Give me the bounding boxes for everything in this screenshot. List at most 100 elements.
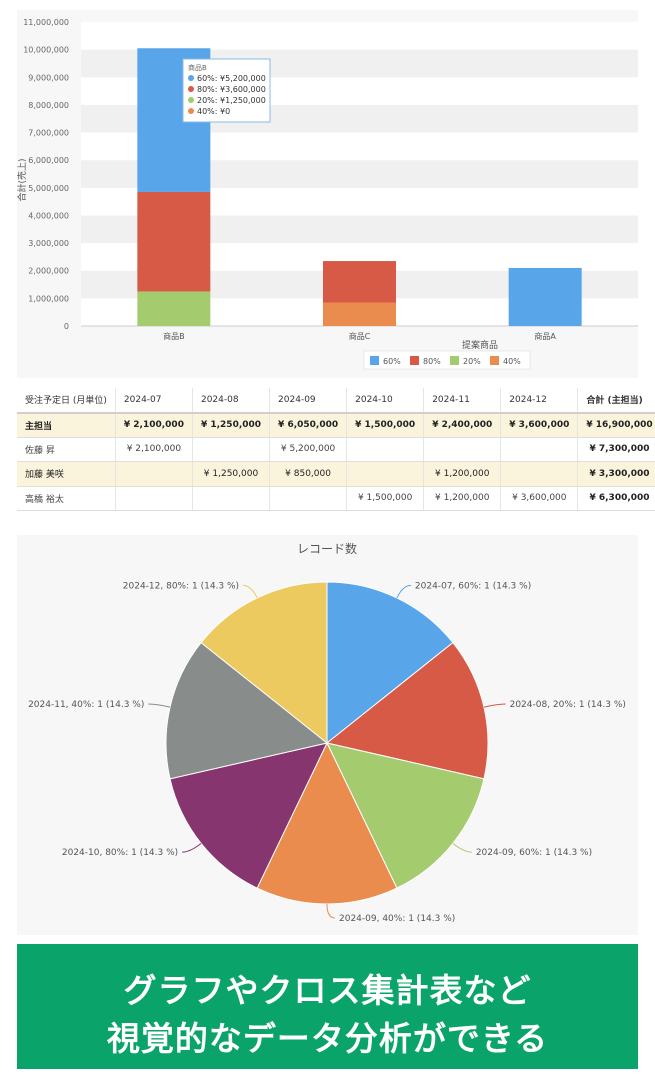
promo-banner: グラフやクロス集計表など 視覚的なデータ分析ができる xyxy=(17,944,638,1069)
table-cell xyxy=(115,461,193,487)
pie-label-connector xyxy=(326,903,336,919)
y-tick-label: 4,000,000 xyxy=(28,211,69,220)
grid-band xyxy=(81,22,638,50)
tooltip-dot xyxy=(188,97,194,103)
bar-segment[interactable] xyxy=(323,302,396,326)
table-cell: ¥ 6,050,000 xyxy=(269,412,348,438)
column-header[interactable]: 2024-08 xyxy=(192,388,271,414)
pie-slice[interactable] xyxy=(169,742,328,889)
column-header-total[interactable]: 合計 (主担当) xyxy=(577,388,655,414)
table-row: 主担当 ¥ 2,100,000 ¥ 1,250,000 ¥ 6,050,000 ¥ 1,… xyxy=(17,412,655,438)
pie-label-connector xyxy=(483,703,506,708)
x-tick-label: 商品B xyxy=(163,331,185,341)
row-total-cell: ¥ 6,300,000 xyxy=(577,486,655,511)
table-cell: ¥ 2,100,000 xyxy=(115,412,193,438)
table-cell: ¥ 1,250,000 xyxy=(192,412,271,438)
table-cell: ¥ 1,500,000 xyxy=(346,486,425,511)
tooltip-row: 20%: ¥1,250,000 xyxy=(197,96,266,105)
pie-slice[interactable] xyxy=(326,742,485,889)
legend-label[interactable]: 80% xyxy=(423,357,441,366)
pie-label-connector xyxy=(452,842,472,853)
y-tick-label: 11,000,000 xyxy=(23,18,69,27)
table-cell xyxy=(115,486,193,511)
y-tick-label: 3,000,000 xyxy=(28,239,69,248)
y-axis-label: 合計(売上) xyxy=(17,158,28,201)
legend-label[interactable]: 20% xyxy=(463,357,481,366)
legend-label[interactable]: 60% xyxy=(383,357,401,366)
pie-chart-title: レコード数 xyxy=(297,541,357,556)
table-row: 高橋 裕太 ¥ 1,500,000 ¥ 1,200,000 ¥ 3,600,000 ¥ … xyxy=(17,486,655,511)
table-cell xyxy=(192,486,271,511)
row-total-cell: ¥ 7,300,000 xyxy=(577,437,655,462)
y-tick-label: 6,000,000 xyxy=(28,156,69,165)
tooltip-row: 60%: ¥5,200,000 xyxy=(197,74,266,83)
table-header-row: 受注予定日 (月単位) 2024-07 2024-08 2024-09 2024-10 2… xyxy=(17,388,655,414)
bar-segment[interactable] xyxy=(323,261,396,303)
column-header[interactable]: 2024-07 xyxy=(115,388,193,414)
table-cell: ¥ 3,600,000 xyxy=(500,486,579,511)
pie-label-connector xyxy=(182,842,202,853)
pie-slice[interactable] xyxy=(256,741,398,905)
y-tick-label: 7,000,000 xyxy=(28,129,69,138)
y-tick-label: 10,000,000 xyxy=(23,46,69,55)
chart-tooltip: 商品B 60%: ¥5,200,000 80%: ¥3,600,000 20%: ¥1… xyxy=(182,58,271,123)
legend-box xyxy=(363,350,531,370)
banner-line-2: 視覚的なデータ分析ができる xyxy=(106,1019,549,1058)
y-tick-label: 2,000,000 xyxy=(28,267,69,276)
row-header: 加藤 美咲 xyxy=(17,461,116,487)
cross-table: 受注予定日 (月単位) 2024-07 2024-08 2024-09 2024-10 2… xyxy=(17,388,655,511)
x-axis-label: 提案商品 xyxy=(462,339,498,351)
table-cell: ¥ 1,200,000 xyxy=(423,461,502,487)
row-header: 主担当 xyxy=(17,412,116,438)
column-header[interactable]: 2024-12 xyxy=(500,388,579,414)
banner-line-1: グラフやクロス集計表など xyxy=(123,971,532,1010)
bar-segment[interactable] xyxy=(137,291,211,326)
chart-legend: 60% 80% 20% 40% xyxy=(363,350,531,370)
table-cell: ¥ 2,100,000 xyxy=(115,437,193,462)
pie-slice-label: 2024-08, 20%: 1 (14.3 %) xyxy=(510,700,626,710)
column-header[interactable]: 2024-10 xyxy=(346,388,425,414)
y-tick-label: 1,000,000 xyxy=(28,294,69,303)
pie-chart-panel: レコード数 2024-07, 60%: 1 (14.3 %) 2024-08, 2… xyxy=(17,535,638,935)
column-header[interactable]: 受注予定日 (月単位) xyxy=(17,388,116,414)
table-cell: ¥ 1,500,000 xyxy=(346,412,425,438)
pie-label-connector xyxy=(396,584,411,599)
table-cell xyxy=(423,437,502,462)
bar-segment[interactable] xyxy=(508,267,582,326)
pie-slice-label: 2024-10, 80%: 1 (14.3 %) xyxy=(62,848,178,858)
table-cell xyxy=(346,437,425,462)
pie-slice[interactable] xyxy=(165,641,329,780)
legend-swatch xyxy=(450,356,459,365)
table-cell xyxy=(269,486,348,511)
table-cell: ¥ 1,250,000 xyxy=(192,461,271,487)
bar-segment[interactable] xyxy=(137,191,211,292)
legend-label[interactable]: 40% xyxy=(503,357,521,366)
table-cell xyxy=(500,437,579,462)
table-cell: ¥ 3,600,000 xyxy=(500,412,579,438)
tooltip-row: 80%: ¥3,600,000 xyxy=(197,85,266,94)
column-header[interactable]: 2024-09 xyxy=(269,388,348,414)
pie-slice-label: 2024-07, 60%: 1 (14.3 %) xyxy=(415,581,531,591)
tooltip-box xyxy=(182,58,271,123)
table-cell: ¥ 2,400,000 xyxy=(423,412,502,438)
row-total-cell: ¥ 3,300,000 xyxy=(577,461,655,487)
y-tick-label: 8,000,000 xyxy=(28,101,69,110)
table-row: 佐藤 昇 ¥ 2,100,000 ¥ 5,200,000 ¥ 7,300,000 xyxy=(17,437,655,462)
x-tick-label: 商品C xyxy=(349,331,371,341)
tooltip-title: 商品B xyxy=(188,63,207,72)
pie-slice[interactable] xyxy=(325,641,489,780)
column-header[interactable]: 2024-11 xyxy=(423,388,502,414)
pie-label-connector xyxy=(243,584,258,599)
table-cell xyxy=(500,461,579,487)
row-header: 佐藤 昇 xyxy=(17,437,116,462)
y-tick-label: 9,000,000 xyxy=(28,73,69,82)
pie-slice-label: 2024-12, 80%: 1 (14.3 %) xyxy=(123,581,239,591)
pie-label-connector xyxy=(148,703,171,708)
y-tick-label: 0 xyxy=(64,322,69,331)
y-tick-label: 5,000,000 xyxy=(28,184,69,193)
table-cell xyxy=(346,461,425,487)
pie-slice-label: 2024-09, 40%: 1 (14.3 %) xyxy=(339,914,455,924)
table-cell: ¥ 1,200,000 xyxy=(423,486,502,511)
tooltip-dot xyxy=(188,86,194,92)
table-cell: ¥ 5,200,000 xyxy=(269,437,348,462)
